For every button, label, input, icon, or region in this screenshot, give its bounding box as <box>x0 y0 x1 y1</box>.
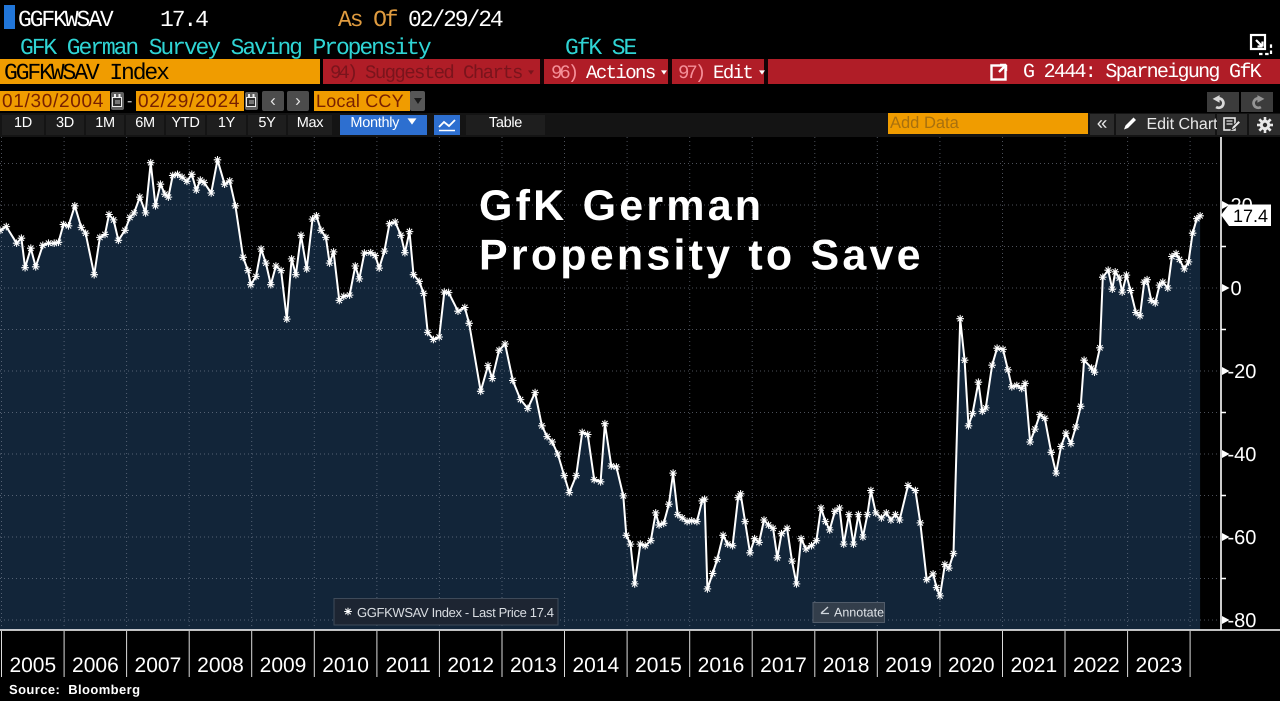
svg-text:2019: 2019 <box>885 654 932 677</box>
svg-text:2006: 2006 <box>72 654 119 677</box>
svg-text:Annotate: Annotate <box>834 606 884 620</box>
svg-text:2016: 2016 <box>698 654 745 677</box>
svg-text:2008: 2008 <box>197 654 244 677</box>
svg-text:2023: 2023 <box>1136 654 1183 677</box>
svg-text:2021: 2021 <box>1010 654 1057 677</box>
svg-text:GfK German: GfK German <box>479 182 764 230</box>
svg-text:2005: 2005 <box>9 654 56 677</box>
svg-text:-80: -80 <box>1228 610 1257 632</box>
svg-text:2009: 2009 <box>260 654 307 677</box>
svg-text:2012: 2012 <box>447 654 494 677</box>
svg-text:Source: Bloomberg: Source: Bloomberg <box>9 682 140 697</box>
svg-text:2014: 2014 <box>572 654 619 677</box>
svg-text:0: 0 <box>1231 278 1242 300</box>
svg-text:2010: 2010 <box>322 654 369 677</box>
svg-text:2015: 2015 <box>635 654 682 677</box>
svg-text:-40: -40 <box>1228 444 1257 466</box>
svg-text:-60: -60 <box>1228 527 1257 549</box>
svg-text:2018: 2018 <box>823 654 870 677</box>
svg-text:2017: 2017 <box>760 654 807 677</box>
svg-text:2020: 2020 <box>948 654 995 677</box>
svg-text:Propensity to Save: Propensity to Save <box>479 232 924 280</box>
svg-text:2013: 2013 <box>510 654 557 677</box>
svg-text:2022: 2022 <box>1073 654 1120 677</box>
svg-text:2011: 2011 <box>386 654 431 677</box>
svg-text:2007: 2007 <box>135 654 182 677</box>
svg-text:-20: -20 <box>1228 361 1257 383</box>
svg-text:GGFKWSAV Index - Last Price 17: GGFKWSAV Index - Last Price 17.4 <box>357 605 554 620</box>
svg-text:17.4: 17.4 <box>1233 206 1268 226</box>
